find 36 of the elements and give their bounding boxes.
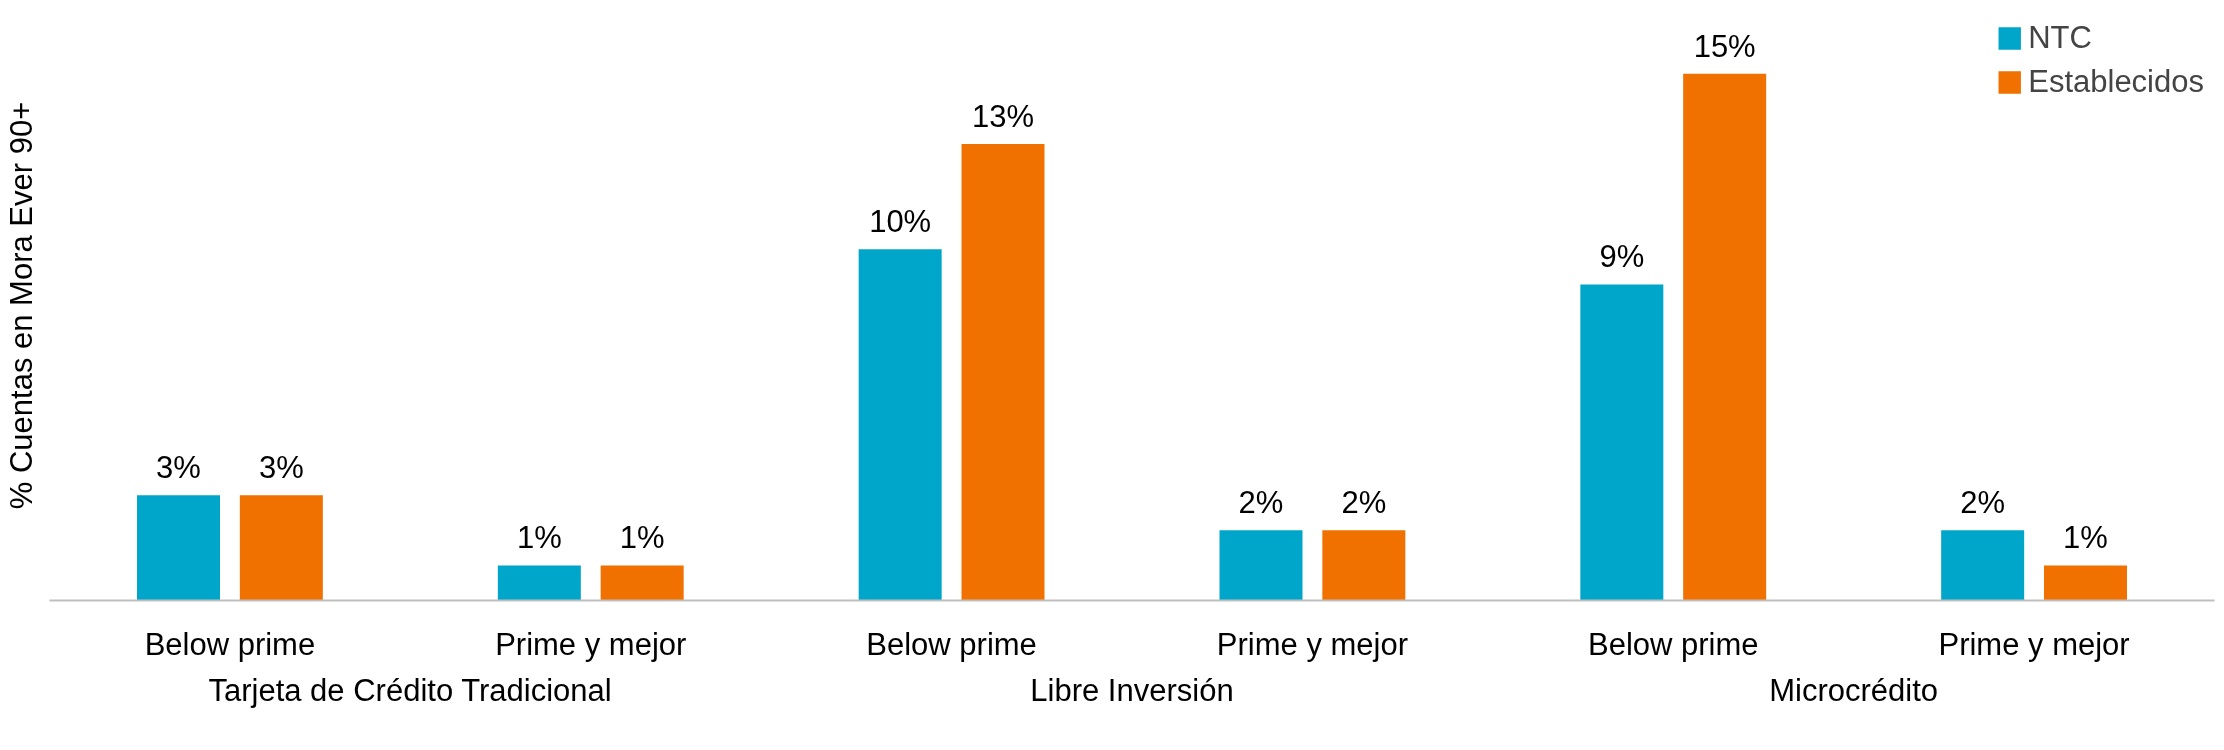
bar	[137, 495, 220, 601]
x-tick-label: Below prime	[866, 626, 1037, 662]
data-label: 1%	[516, 520, 562, 556]
bar	[858, 249, 942, 601]
data-label: 3%	[156, 450, 201, 486]
data-label: 1%	[2063, 520, 2108, 556]
x-tick-label: Prime y mejor	[1938, 626, 2130, 662]
text: Microcrédito	[1769, 672, 1939, 708]
bar	[961, 143, 1045, 601]
data-label: 15%	[1693, 28, 1756, 64]
bar	[1219, 530, 1303, 601]
x-tick-label: Below prime	[1587, 626, 1759, 662]
bar	[1322, 530, 1406, 601]
x-tick-label: Below prime	[144, 626, 316, 662]
text: Tarjeta de Crédito Tradicional	[208, 672, 612, 708]
bar	[497, 565, 581, 601]
data-label: 13%	[971, 98, 1035, 134]
bar	[600, 565, 684, 601]
data-label: 9%	[1599, 239, 1645, 275]
data-label: 2%	[1341, 485, 1387, 521]
bar	[2044, 565, 2127, 601]
legend-label: NTC	[2028, 20, 2092, 56]
data-label: 3%	[258, 450, 304, 486]
bar	[1580, 284, 1664, 601]
data-label: 2%	[1960, 485, 2006, 521]
x-tick-label: Prime y mejor	[1216, 626, 1409, 662]
legend-label: Establecidos	[2028, 64, 2204, 100]
data-label: 1%	[619, 520, 665, 556]
data-label: 10%	[869, 204, 932, 240]
data-label: 2%	[1238, 485, 1284, 521]
bar	[239, 495, 323, 601]
x-tick-label: Prime y mejor	[495, 626, 687, 662]
y-axis-title: % Cuentas en Mora Ever 90+	[3, 101, 39, 510]
bar	[1683, 73, 1767, 601]
bar	[1941, 530, 2025, 601]
text: Libre Inversión	[1030, 672, 1234, 708]
